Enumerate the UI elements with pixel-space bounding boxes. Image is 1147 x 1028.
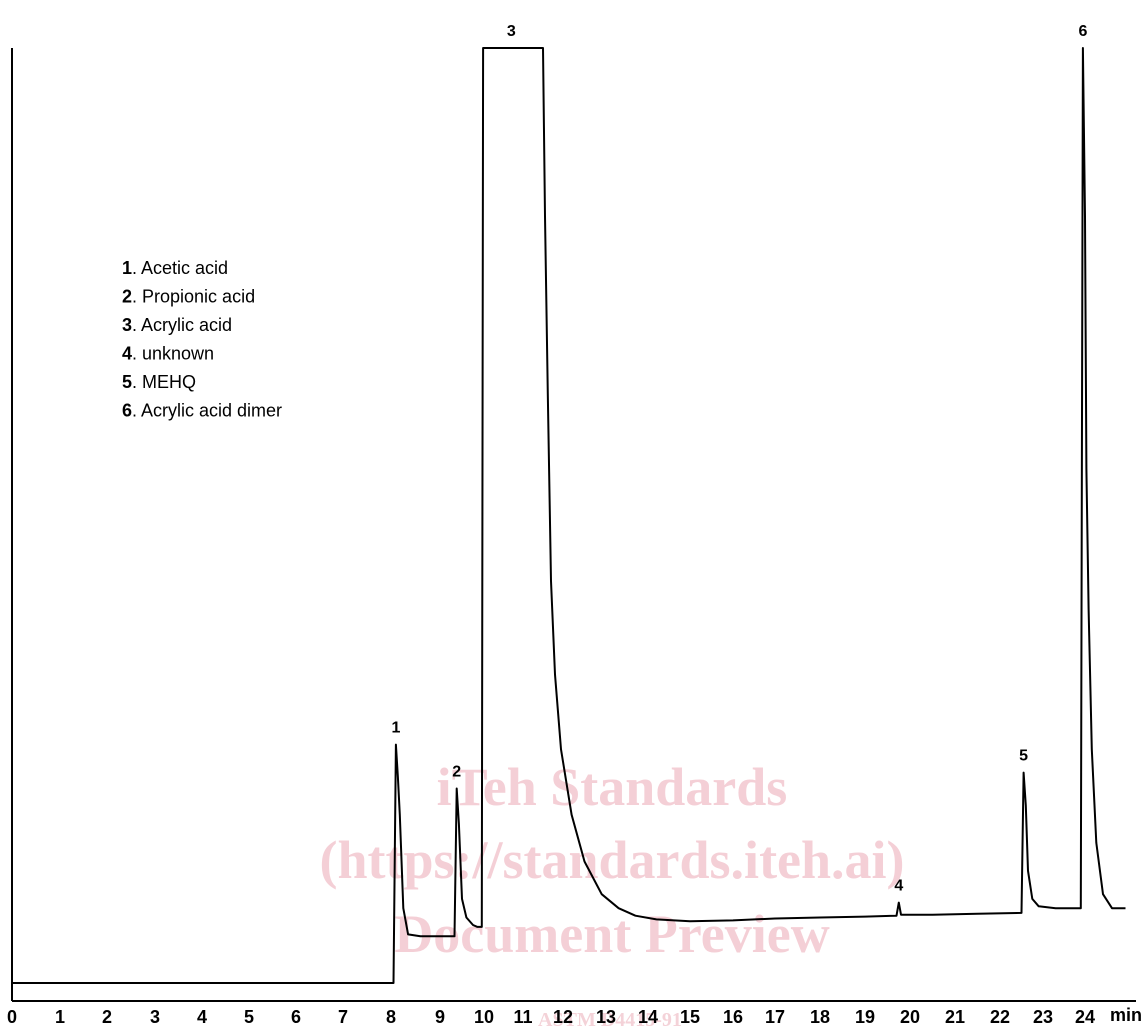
watermark-line-1: iTeh Standards: [437, 757, 788, 817]
legend-entry-3: 3. Acrylic acid: [122, 315, 232, 335]
peak-label-6: 6: [1078, 23, 1087, 40]
x-tick-label: 11: [513, 1007, 532, 1027]
x-tick-label: 0: [7, 1007, 17, 1027]
peak-label-2: 2: [452, 764, 461, 781]
x-tick-label: 7: [338, 1007, 348, 1027]
x-tick-label: 16: [723, 1007, 743, 1027]
chromatogram-trace: [12, 47, 1126, 984]
legend: 1. Acetic acid 2. Propionic acid 3. Acryli…: [122, 258, 282, 421]
legend-entry-4: 4. unknown: [122, 344, 214, 364]
legend-entry-6: 6. Acrylic acid dimer: [122, 401, 282, 421]
x-tick-label: 6: [291, 1007, 301, 1027]
x-tick-label: 19: [855, 1007, 875, 1027]
x-tick-label: 23: [1033, 1007, 1053, 1027]
x-tick-label: 21: [945, 1007, 965, 1027]
x-tick-label: 13: [596, 1007, 616, 1027]
x-tick-label: 15: [680, 1007, 700, 1027]
x-tick-label: 10: [474, 1007, 494, 1027]
x-tick-label: 3: [150, 1007, 160, 1027]
x-tick-label: 9: [435, 1007, 445, 1027]
watermark-line-2: (https://standards.iteh.ai): [319, 830, 904, 890]
x-tick-label: 2: [102, 1007, 112, 1027]
x-tick-label: 8: [386, 1007, 396, 1027]
watermark: iTeh Standards (https://standards.iteh.a…: [319, 757, 904, 1028]
x-tick-label: 5: [244, 1007, 254, 1027]
peak-label-5: 5: [1019, 748, 1028, 765]
x-tick-label: 12: [553, 1007, 573, 1027]
x-tick-label: 22: [990, 1007, 1010, 1027]
x-tick-label: 1: [55, 1007, 65, 1027]
x-tick-label: 17: [765, 1007, 785, 1027]
x-tick-labels: 0 1 2 3 4 5 6 7 8 9 10 11 12 13 14 15 16 17 18 19 20 21 22 23 24: [7, 1007, 1095, 1027]
peak-label-3: 3: [507, 23, 516, 40]
x-tick-label: 20: [900, 1007, 920, 1027]
peak-label-4: 4: [894, 878, 903, 895]
x-tick-label: 18: [810, 1007, 830, 1027]
legend-entry-5: 5. MEHQ: [122, 372, 196, 392]
x-tick-label: 14: [638, 1007, 658, 1027]
peak-labels: 1 2 3 4 5 6: [391, 23, 1087, 895]
legend-entry-1: 1. Acetic acid: [122, 258, 228, 278]
x-tick-label: 4: [197, 1007, 207, 1027]
legend-entry-2: 2. Propionic acid: [122, 287, 255, 307]
peak-label-1: 1: [391, 720, 400, 737]
watermark-bottom: ASTM D4415-91: [538, 1009, 682, 1028]
x-tick-label: 24: [1075, 1007, 1095, 1027]
watermark-line-3: Document Preview: [394, 904, 829, 964]
x-axis-unit: min: [1110, 1005, 1142, 1025]
